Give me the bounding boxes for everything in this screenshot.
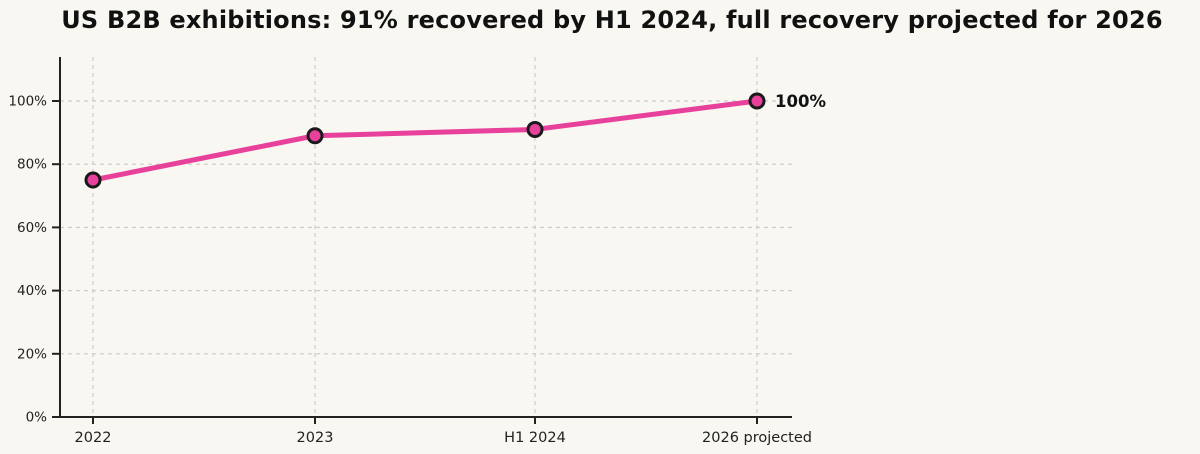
data-point-markers (84, 92, 766, 189)
x-tick-label: H1 2024 (504, 430, 566, 446)
y-tick-label: 80% (17, 157, 47, 173)
data-point-marker (748, 92, 766, 110)
y-tick-label: 60% (17, 220, 47, 236)
y-tick-label: 40% (17, 283, 47, 299)
x-tick-label: 2022 (75, 430, 112, 446)
chart-title: US B2B exhibitions: 91% recovered by H1 … (61, 6, 1163, 34)
point-annotation: 100% (775, 92, 826, 111)
data-point-marker (306, 127, 324, 145)
trend-line (90, 98, 760, 183)
x-tick-label: 2023 (297, 430, 334, 446)
y-tick-label: 100% (8, 94, 47, 110)
x-axis-ticks: 2022 2023 H1 2024 2026 projected (75, 417, 812, 446)
y-tick-label: 0% (26, 410, 48, 426)
data-point-marker (84, 171, 102, 189)
y-tick-label: 20% (17, 346, 47, 362)
y-axis-ticks: 0% 20% 40% 60% 80% 100% (8, 94, 60, 426)
x-tick-label: 2026 projected (702, 430, 812, 446)
data-point-marker (526, 120, 544, 138)
